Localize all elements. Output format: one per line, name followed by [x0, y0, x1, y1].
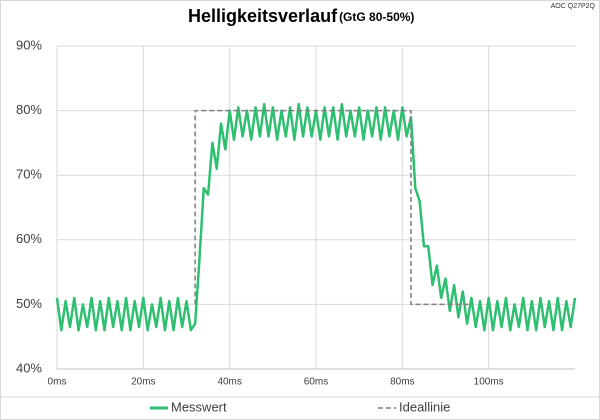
- y-tick-label: 40%: [16, 360, 42, 375]
- chart-title: Helligkeitsverlauf: [188, 6, 338, 26]
- model-label: AOC Q27P2Q: [551, 3, 596, 10]
- plot-area: 40% 50% 60% 70% 80% 90% 0ms 20ms 40ms 60ms 80ms 100…: [16, 37, 577, 388]
- x-tick-label: 0ms: [48, 377, 67, 388]
- x-tick-label: 40ms: [217, 377, 241, 388]
- legend-label: Ideallinie: [399, 399, 450, 414]
- series-line: [194, 109, 472, 306]
- y-tick-label: 80%: [16, 102, 42, 117]
- y-tick-label: 50%: [16, 296, 42, 311]
- x-tick-label: 60ms: [304, 377, 328, 388]
- x-tick-label: 80ms: [390, 377, 414, 388]
- legend-label: Messwert: [171, 399, 227, 414]
- legend: Messwert Ideallinie: [150, 399, 450, 414]
- x-tick-label: 100ms: [474, 377, 504, 388]
- chart-subtitle: (GtG 80-50%): [339, 10, 414, 24]
- x-tick-label: 20ms: [131, 377, 155, 388]
- y-tick-label: 70%: [16, 167, 42, 182]
- y-tick-label: 60%: [16, 231, 42, 246]
- y-tick-label: 90%: [16, 37, 42, 52]
